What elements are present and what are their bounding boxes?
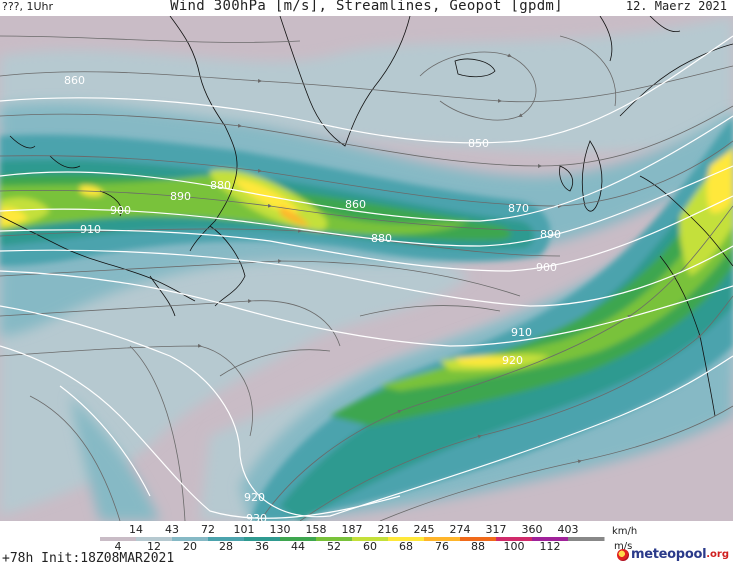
- ms-tick-label: 44: [291, 540, 305, 551]
- geopotential-isolines: [0, 35, 733, 519]
- logo-tld: .org: [706, 549, 729, 560]
- isoline-label: 890: [540, 228, 561, 241]
- isoline-label: 880: [210, 179, 231, 192]
- map-title: Wind 300hPa [m/s], Streamlines, Geopot […: [170, 0, 563, 14]
- kmh-tick-label: 317: [486, 523, 507, 536]
- color-scale-swatch: [280, 537, 317, 541]
- ms-tick-label: 60: [363, 540, 377, 551]
- kmh-tick-label: 187: [342, 523, 363, 536]
- isoline-label: 910: [80, 223, 101, 236]
- kmh-tick-label: 72: [201, 523, 215, 536]
- isoline-label: 860: [64, 74, 85, 87]
- color-scale-swatch: [424, 537, 461, 541]
- ms-tick-label: 20: [183, 540, 197, 551]
- color-scale-swatch: [100, 537, 137, 541]
- header: ???, 1Uhr Wind 300hPa [m/s], Streamlines…: [0, 0, 733, 16]
- isoline-label: 920: [502, 354, 523, 367]
- wind-speed-field: 860 850 880 890 900 910 860 870 880 890 …: [0, 16, 733, 521]
- isoline-label: 880: [371, 232, 392, 245]
- wind-map: 860 850 880 890 900 910 860 870 880 890 …: [0, 16, 733, 521]
- color-scale: 14 43 72 101 130 158 187 216 245 274 317 360 403 4 12…: [100, 523, 637, 551]
- isoline-label: 850: [468, 137, 489, 150]
- coastlines: [0, 16, 733, 417]
- kmh-tick-label: 14: [129, 523, 143, 536]
- color-scale-swatch: [532, 537, 569, 541]
- logo-text: meteopool: [630, 547, 707, 562]
- kmh-tick-label: 216: [378, 523, 399, 536]
- strong-wind-zones: [0, 116, 733, 521]
- valid-time-label: ???, 1Uhr: [2, 0, 54, 13]
- kmh-tick-label: 130: [270, 523, 291, 536]
- isoline-labels: 860 850 880 890 900 910 860 870 880 890 …: [64, 74, 561, 521]
- color-scale-swatch: [388, 537, 425, 541]
- kmh-tick-label: 245: [414, 523, 435, 536]
- ms-tick-label: 112: [540, 540, 561, 551]
- ms-tick-label: 12: [147, 540, 161, 551]
- ms-tick-label: 76: [435, 540, 449, 551]
- ms-tick-label: 88: [471, 540, 485, 551]
- kmh-tick-label: 360: [522, 523, 543, 536]
- ms-tick-label: 36: [255, 540, 269, 551]
- kmh-tick-label: 274: [450, 523, 471, 536]
- color-scale-swatch: [568, 537, 605, 541]
- ms-tick-label: 28: [219, 540, 233, 551]
- isoline-label: 900: [536, 261, 557, 274]
- color-scale-swatch: [316, 537, 353, 541]
- color-scale-swatch: [244, 537, 281, 541]
- isoline-label: 860: [345, 198, 366, 211]
- kmh-tick-label: 101: [234, 523, 255, 536]
- logo-icon: [616, 548, 629, 561]
- kmh-unit: km/h: [612, 526, 637, 537]
- ms-tick-label: 4: [115, 540, 122, 551]
- color-scale-swatch: [136, 537, 173, 541]
- meteopool-logo[interactable]: meteopool .org: [616, 547, 729, 562]
- kmh-tick-label: 43: [165, 523, 179, 536]
- streamlines: [0, 35, 733, 521]
- isoline-label: 930: [246, 512, 267, 521]
- isoline-label: 870: [508, 202, 529, 215]
- footer: 14 43 72 101 130 158 187 216 245 274 317 360 403 4 12…: [0, 521, 733, 566]
- isoline-label: 900: [110, 204, 131, 217]
- kmh-tick-label: 403: [558, 523, 579, 536]
- ms-tick-label: 68: [399, 540, 413, 551]
- run-info: +78h Init:18Z08MAR2021: [2, 551, 175, 566]
- isoline-label: 910: [511, 326, 532, 339]
- color-scale-swatch: [496, 537, 533, 541]
- kmh-tick-label: 158: [306, 523, 327, 536]
- ms-tick-label: 52: [327, 540, 341, 551]
- isoline-label: 920: [244, 491, 265, 504]
- ms-tick-label: 100: [504, 540, 525, 551]
- color-scale-swatch: [352, 537, 389, 541]
- color-scale-swatch: [172, 537, 209, 541]
- valid-date: 12. Maerz 2021: [625, 0, 727, 13]
- color-scale-swatch: [460, 537, 497, 541]
- isoline-label: 890: [170, 190, 191, 203]
- color-scale-swatch: [208, 537, 245, 541]
- ms-unit: m/s: [614, 541, 632, 551]
